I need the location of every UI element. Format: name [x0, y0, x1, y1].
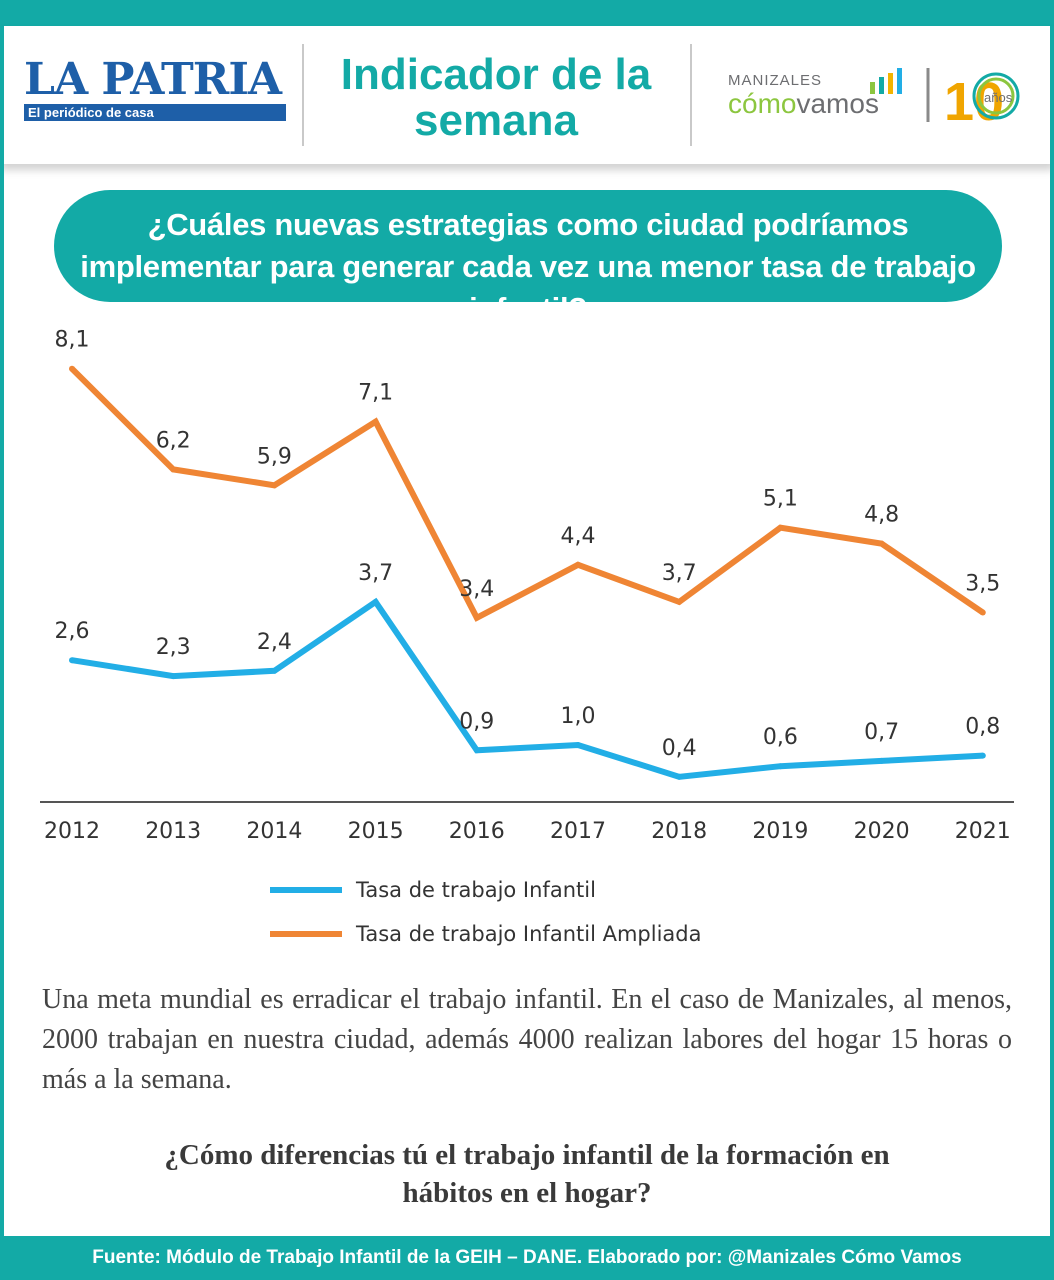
data-point: [979, 752, 986, 759]
x-tick-label: 2019: [752, 819, 808, 844]
data-point: [777, 763, 784, 770]
partner-name: cómovamos: [728, 89, 918, 119]
data-label: 0,7: [864, 720, 899, 745]
top-accent-bar: [0, 0, 1054, 26]
x-tick-label: 2015: [348, 819, 404, 844]
legend-item-infantil: Tasa de trabajo Infantil: [270, 868, 701, 912]
x-tick-label: 2014: [246, 819, 302, 844]
x-tick-label: 2016: [449, 819, 505, 844]
legend-label: Tasa de trabajo Infantil Ampliada: [356, 922, 702, 946]
data-point: [676, 598, 683, 605]
chart-legend: Tasa de trabajo Infantil Tasa de trabajo…: [270, 868, 701, 956]
data-point: [777, 524, 784, 531]
bar-chart-icon: [870, 68, 902, 94]
data-point: [676, 773, 683, 780]
data-label: 3,7: [662, 561, 697, 586]
data-point: [979, 609, 986, 616]
header: [0, 26, 1054, 164]
data-label: 0,6: [763, 725, 798, 750]
legend-item-ampliada: Tasa de trabajo Infantil Ampliada: [270, 912, 701, 956]
data-label: 6,2: [156, 428, 191, 453]
brand-name: LA PATRIA: [24, 54, 282, 105]
data-label: 2,3: [156, 635, 191, 660]
series-line-ampliada: [69, 366, 985, 622]
header-divider: [302, 44, 304, 146]
data-point: [473, 614, 480, 621]
data-label: 2,4: [257, 630, 292, 655]
data-point: [170, 466, 177, 473]
data-label: 8,1: [55, 328, 90, 353]
x-tick-label: 2012: [44, 819, 100, 844]
data-point: [878, 540, 885, 547]
data-point: [372, 598, 379, 605]
data-label: 4,4: [561, 524, 596, 549]
manizales-como-vamos-logo: MANIZALES cómovamos: [728, 72, 918, 119]
source-footer: Fuente: Módulo de Trabajo Infantil de la…: [0, 1236, 1054, 1280]
data-point: [69, 365, 75, 372]
data-point: [271, 667, 278, 674]
x-tick-label: 2020: [854, 819, 910, 844]
data-label: 1,0: [561, 704, 596, 729]
data-point: [170, 673, 177, 680]
legend-label: Tasa de trabajo Infantil: [356, 878, 596, 902]
data-point: [372, 418, 379, 425]
brand-tagline: El periódico de casa: [24, 104, 286, 121]
question-banner: ¿Cuáles nuevas estrategias como ciudad p…: [54, 190, 1002, 326]
x-tick-label: 2017: [550, 819, 606, 844]
anniversary-10-years-icon: 10 años: [926, 68, 1020, 128]
header-divider: [690, 44, 692, 146]
data-point: [575, 561, 581, 568]
x-tick-label: 2013: [145, 819, 201, 844]
data-label: 3,5: [965, 572, 1000, 597]
data-point: [473, 747, 480, 754]
left-border: [0, 26, 4, 1280]
partner-city: MANIZALES: [728, 72, 823, 89]
body-paragraph: Una meta mundial es erradicar el trabajo…: [42, 984, 1012, 1095]
la-patria-logo: LA PATRIA El periódico de casa: [24, 58, 290, 121]
data-point: [575, 742, 581, 748]
data-label: 0,9: [459, 709, 494, 734]
data-label: 4,8: [864, 503, 899, 528]
right-border: [1050, 26, 1054, 1280]
data-point: [878, 757, 885, 764]
partner-name-rest: vamos: [796, 88, 879, 119]
line-chart: 2012 2013 2014 2015 2016 2017 2018 2019 2020 2021…: [40, 328, 1014, 844]
indicator-title: Indicador de la semana: [340, 50, 652, 145]
x-tick-label: 2021: [955, 819, 1011, 844]
closing-question: ¿Cómo diferencias tú el trabajo infantil…: [164, 1139, 890, 1209]
legend-swatch-orange: [270, 931, 342, 937]
data-point: [271, 482, 278, 489]
data-label: 5,1: [763, 487, 798, 512]
data-point: [69, 657, 75, 664]
data-label: 3,7: [358, 561, 393, 586]
x-tick-label: 2018: [651, 819, 707, 844]
partner-name-accent: cómo: [728, 88, 797, 119]
data-label: 0,8: [965, 715, 1000, 740]
data-label: 2,6: [55, 619, 90, 644]
anniversary-label: años: [984, 90, 1013, 105]
data-label: 0,4: [662, 736, 697, 761]
data-label: 7,1: [358, 381, 393, 406]
legend-swatch-blue: [270, 887, 342, 893]
data-label: 3,4: [459, 577, 494, 602]
series-line-infantil: [71, 597, 983, 780]
data-label: 5,9: [257, 444, 292, 469]
